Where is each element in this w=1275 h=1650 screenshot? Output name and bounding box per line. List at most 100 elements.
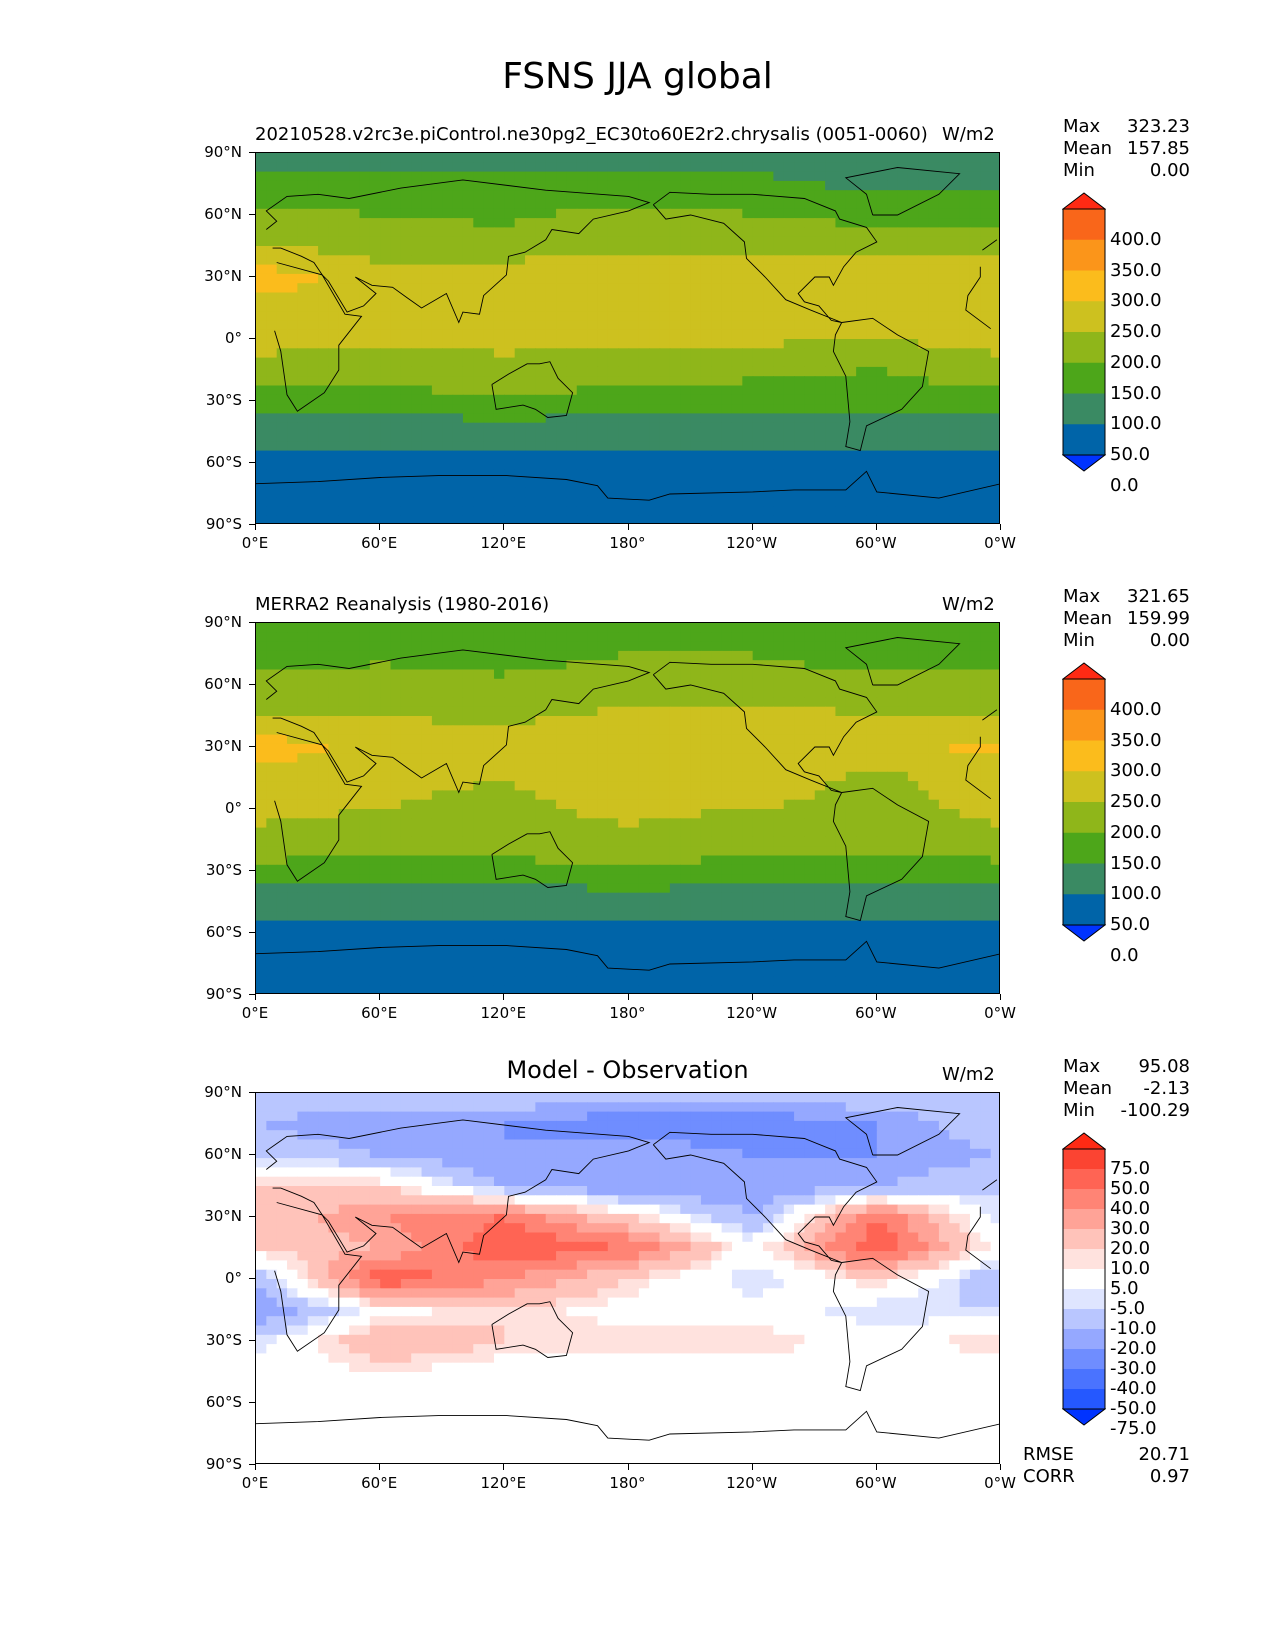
field-cell: [587, 650, 599, 661]
field-cell: [928, 790, 940, 801]
field-cell: [907, 366, 919, 377]
field-cell: [949, 422, 961, 433]
field-cell: [783, 743, 795, 754]
field-cell: [742, 846, 754, 857]
field-cell: [887, 827, 899, 838]
field-cell: [493, 311, 505, 321]
field-cell: [669, 301, 681, 312]
field-cell: [318, 883, 330, 894]
field-cell: [897, 385, 909, 396]
field-cell: [576, 394, 588, 405]
field-cell: [276, 864, 288, 875]
field-cell: [256, 836, 267, 847]
field-cell: [773, 641, 785, 652]
field-cell: [876, 339, 888, 349]
field-cell: [980, 283, 992, 294]
field-cell: [907, 716, 919, 726]
field-cell: [907, 292, 919, 303]
field-cell: [390, 432, 402, 442]
field-cell: [804, 357, 816, 368]
field-cell: [742, 404, 754, 414]
field-cell: [380, 339, 392, 349]
field-cell: [493, 660, 505, 671]
field-cell: [318, 725, 330, 736]
field-cell: [369, 311, 381, 321]
field-cell: [266, 320, 278, 331]
field-cell: [783, 292, 795, 303]
field-cell: [773, 292, 785, 303]
field-cell: [876, 162, 888, 173]
field-cell: [421, 650, 433, 661]
field-cell: [783, 818, 795, 829]
field-cell: [918, 459, 930, 470]
field-cell: [980, 753, 992, 764]
field-cell: [887, 743, 899, 754]
field-cell: [576, 283, 588, 294]
field-cell: [535, 236, 547, 247]
field-cell: [669, 255, 681, 266]
field-cell: [845, 846, 857, 857]
field-cell: [690, 771, 702, 782]
field-cell: [783, 864, 795, 875]
field-cell: [845, 199, 857, 210]
field-cell: [773, 348, 785, 359]
field-cell: [783, 404, 795, 414]
field-cell: [783, 753, 795, 764]
field-cell: [266, 716, 278, 726]
field-cell: [431, 743, 443, 754]
field-cell: [493, 180, 505, 191]
field-cell: [814, 339, 826, 349]
field-cell: [711, 366, 723, 377]
field-cell: [411, 697, 423, 708]
field-cell: [783, 311, 795, 321]
field-cell: [856, 632, 868, 643]
field-cell: [556, 469, 568, 480]
field-cell: [659, 301, 671, 312]
field-cell: [752, 301, 764, 312]
field-cell: [442, 864, 454, 875]
field-cell: [814, 432, 826, 442]
field-cell: [897, 218, 909, 228]
field-cell: [431, 255, 443, 266]
field-cell: [504, 394, 516, 405]
field-cell: [597, 441, 609, 452]
field-cell: [431, 864, 443, 875]
field-cell: [607, 153, 619, 163]
field-cell: [587, 799, 599, 810]
field-cell: [276, 497, 288, 507]
field-cell: [980, 199, 992, 210]
field-cell: [328, 459, 340, 470]
field-cell: [783, 734, 795, 745]
field-cell: [504, 753, 516, 764]
field-cell: [783, 301, 795, 312]
field-cell: [400, 385, 412, 396]
field-cell: [680, 348, 692, 359]
field-cell: [483, 227, 495, 238]
field-cell: [338, 706, 350, 717]
field-cell: [452, 162, 464, 173]
field-cell: [514, 218, 526, 228]
field-cell: [638, 762, 650, 773]
field-cell: [783, 283, 795, 294]
field-cell: [659, 799, 671, 810]
field-cell: [969, 487, 981, 498]
field-cell: [949, 809, 961, 819]
field-cell: [462, 716, 474, 726]
field-cell: [318, 394, 330, 405]
field-cell: [483, 818, 495, 829]
field-cell: [576, 836, 588, 847]
field-cell: [287, 459, 298, 470]
field-cell: [897, 273, 909, 284]
field-cell: [607, 762, 619, 773]
field-cell: [442, 650, 454, 661]
field-cell: [959, 329, 971, 340]
field-cell: [887, 162, 899, 173]
field-cell: [307, 283, 319, 294]
field-cell: [266, 227, 278, 238]
field-cell: [287, 385, 298, 396]
field-cell: [318, 836, 330, 847]
field-cell: [256, 641, 267, 652]
field-cell: [918, 339, 930, 349]
field-cell: [773, 855, 785, 866]
field-cell: [835, 469, 847, 480]
